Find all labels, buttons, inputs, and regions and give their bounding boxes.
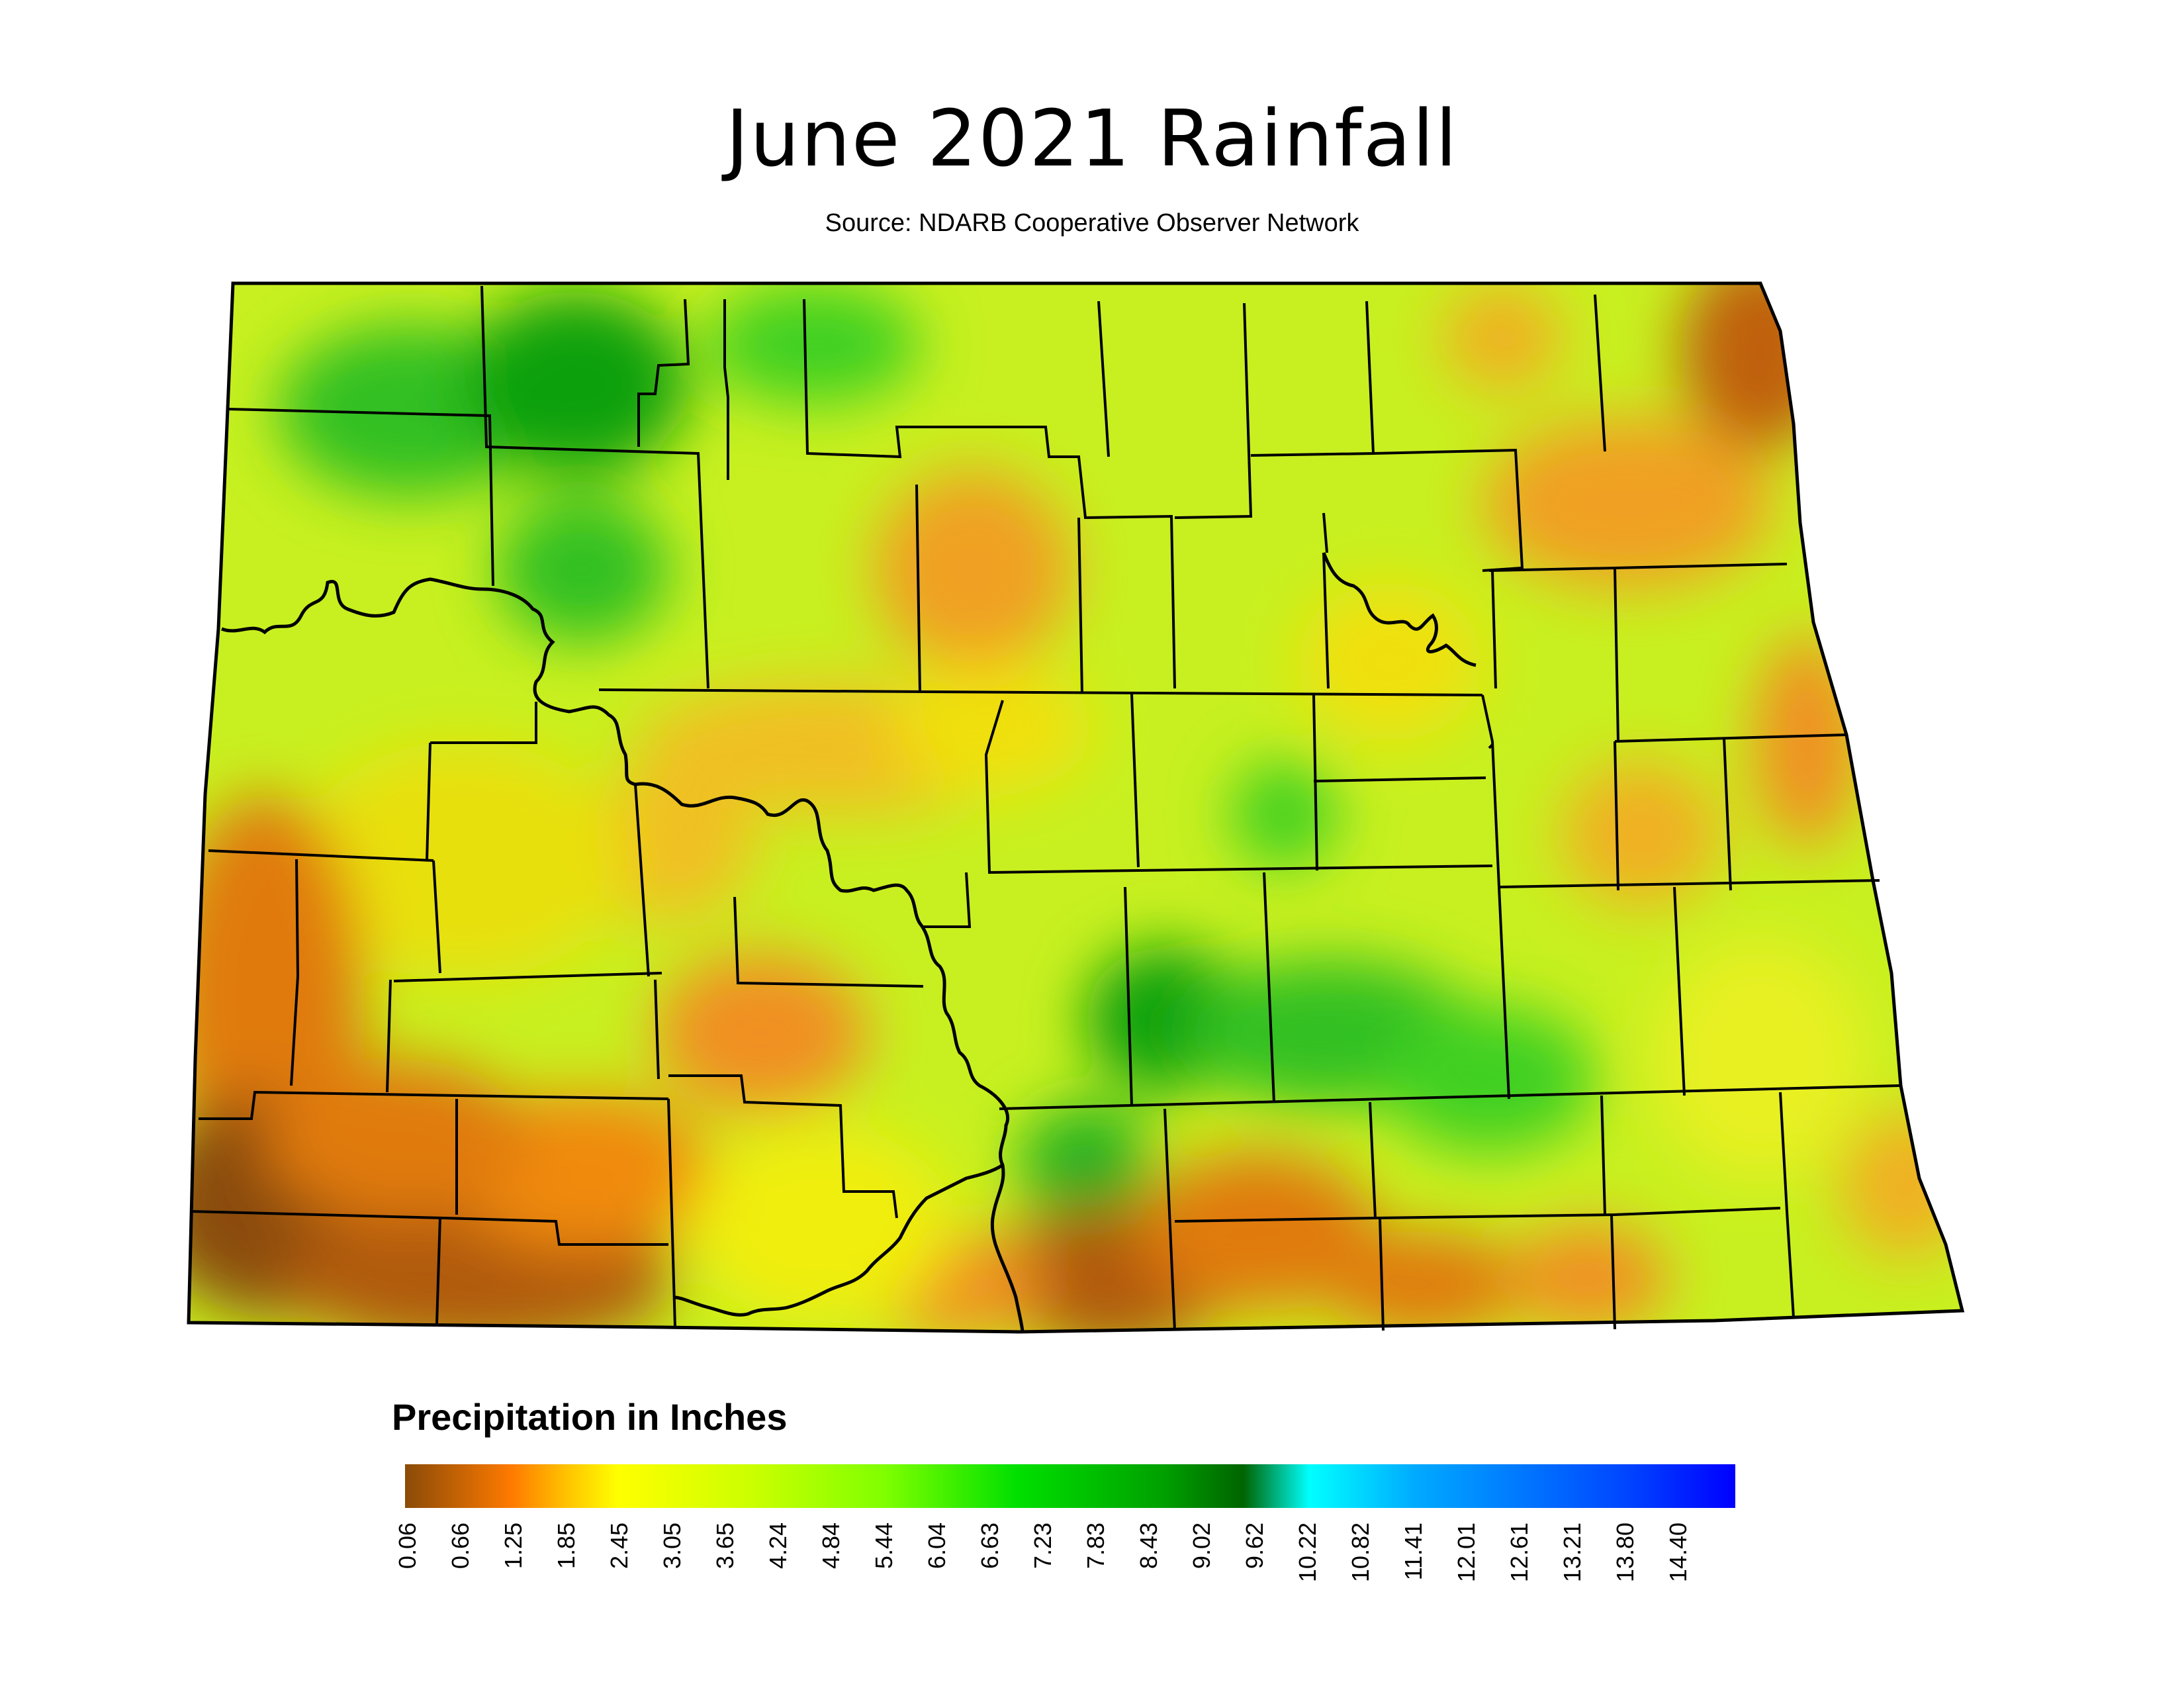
legend-tick: 0.66 xyxy=(447,1523,474,1570)
legend-tick: 0.06 xyxy=(394,1523,421,1570)
legend-tick: 4.24 xyxy=(764,1523,792,1570)
legend-colorbar xyxy=(405,1464,1735,1508)
legend-tick: 9.62 xyxy=(1241,1523,1268,1570)
legend-tick: 3.05 xyxy=(659,1523,686,1570)
legend-tick: 1.25 xyxy=(500,1523,527,1570)
legend-tick: 12.61 xyxy=(1506,1523,1533,1583)
legend-tick: 6.63 xyxy=(976,1523,1003,1570)
legend-tick: 6.04 xyxy=(923,1523,950,1570)
legend-tick: 10.22 xyxy=(1294,1523,1321,1583)
legend-tick: 14.40 xyxy=(1664,1523,1692,1583)
legend-title: Precipitation in Inches xyxy=(392,1396,788,1438)
legend-tick: 13.80 xyxy=(1612,1523,1639,1583)
legend-tick: 3.65 xyxy=(711,1523,739,1570)
legend-tick: 12.01 xyxy=(1453,1523,1480,1583)
legend-tick: 1.85 xyxy=(553,1523,580,1570)
state-outline xyxy=(187,281,1965,1334)
map-title: June 2021 Rainfall xyxy=(725,93,1459,184)
precipitation-field xyxy=(189,283,1962,1332)
legend-tick: 4.84 xyxy=(817,1523,844,1570)
map-subtitle: Source: NDARB Cooperative Observer Netwo… xyxy=(825,209,1359,237)
legend-tick: 7.23 xyxy=(1029,1523,1056,1570)
legend-tick: 2.45 xyxy=(606,1523,633,1570)
legend-tick: 11.41 xyxy=(1400,1523,1427,1581)
county-boundaries xyxy=(191,285,1900,1331)
legend-tick: 9.02 xyxy=(1188,1523,1215,1570)
legend-tick: 13.21 xyxy=(1559,1523,1586,1583)
river-boundaries xyxy=(221,552,1477,1333)
legend-tick: 8.43 xyxy=(1135,1523,1162,1570)
legend-tick: 7.83 xyxy=(1082,1523,1109,1570)
legend-tick: 5.44 xyxy=(870,1523,897,1570)
legend-tick: 10.82 xyxy=(1347,1523,1374,1583)
